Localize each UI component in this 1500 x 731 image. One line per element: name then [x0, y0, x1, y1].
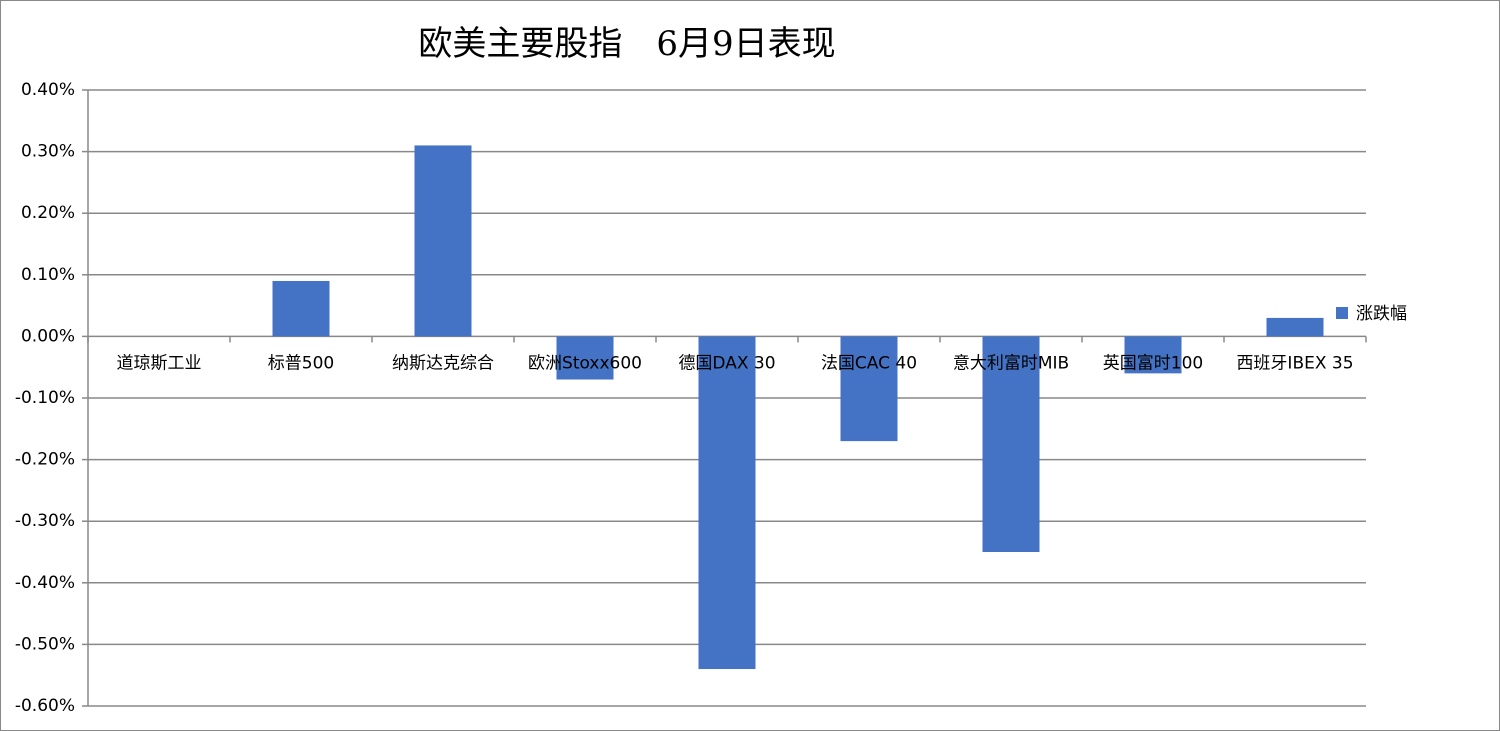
- bar: [1266, 317, 1324, 337]
- x-tick-label: 德国DAX 30: [678, 353, 775, 373]
- y-tick-label: 0.10%: [21, 265, 75, 285]
- bar: [982, 336, 1040, 552]
- legend-label: 涨跌幅: [1356, 304, 1407, 324]
- y-tick-label: -0.40%: [15, 573, 75, 593]
- x-tick-label: 道琼斯工业: [117, 353, 202, 373]
- x-tick-label: 纳斯达克综合: [392, 353, 494, 373]
- bar: [698, 336, 756, 670]
- bar: [1124, 336, 1182, 374]
- x-tick-label: 欧洲Stoxx600: [528, 353, 642, 373]
- y-tick-label: -0.10%: [15, 388, 75, 408]
- y-tick-label: 0.30%: [21, 142, 75, 162]
- chart-title: 欧美主要股指 6月9日表现: [418, 24, 835, 64]
- bar: [556, 336, 614, 380]
- legend-swatch: [1336, 307, 1348, 319]
- y-tick-label: 0.20%: [21, 203, 75, 223]
- x-tick-label: 英国富时100: [1103, 353, 1203, 373]
- x-tick-label: 西班牙IBEX 35: [1236, 353, 1353, 373]
- x-tick-label: 法国CAC 40: [821, 353, 917, 373]
- x-tick-label: 意大利富时MIB: [953, 353, 1069, 373]
- y-tick-label: -0.20%: [15, 450, 75, 470]
- x-tick-label: 标普500: [268, 353, 334, 373]
- y-tick-label: -0.50%: [15, 634, 75, 654]
- y-tick-label: -0.60%: [15, 696, 75, 716]
- bar: [272, 280, 330, 337]
- bar: [840, 336, 898, 442]
- y-tick-label: 0.00%: [21, 326, 75, 346]
- bar: [414, 145, 472, 337]
- y-tick-label: -0.30%: [15, 511, 75, 531]
- y-tick-label: 0.40%: [21, 80, 75, 100]
